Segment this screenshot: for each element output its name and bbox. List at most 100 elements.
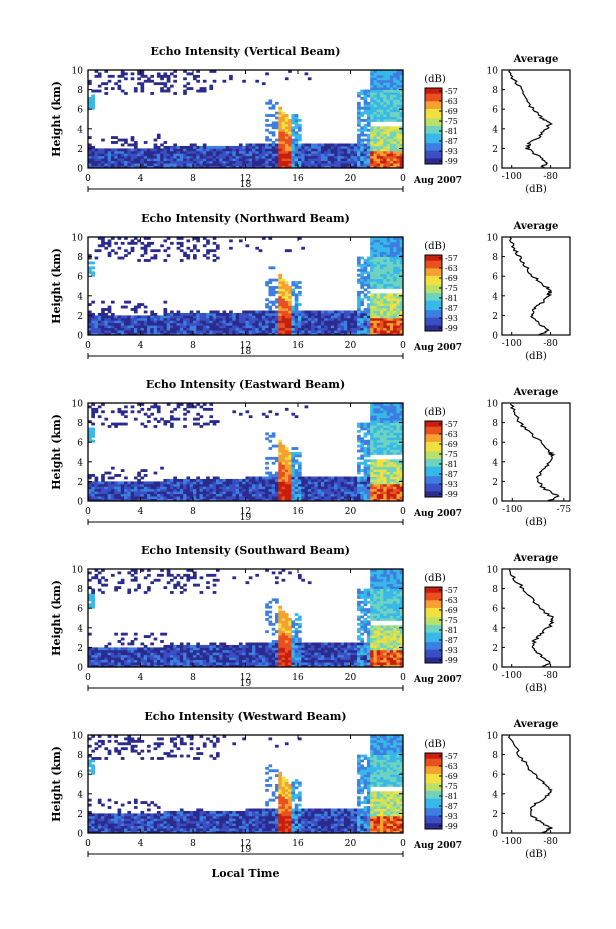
heatmap-cell <box>265 320 269 324</box>
colorbar-segment <box>425 483 442 486</box>
heatmap-cell <box>163 310 168 314</box>
heatmap-cell <box>284 119 289 122</box>
heatmap-cell <box>284 312 289 316</box>
heatmap-cell <box>261 82 266 86</box>
heatmap-cell <box>376 77 381 81</box>
heatmap-cell <box>143 317 148 321</box>
heatmap-cell <box>160 330 164 333</box>
heatmap-cell <box>357 293 361 297</box>
heatmap-cell <box>373 407 378 411</box>
heatmap-cell <box>271 474 276 477</box>
heatmap-cell <box>278 143 282 147</box>
heatmap-cell <box>143 246 148 250</box>
heatmap-cell <box>327 310 332 314</box>
heatmap-cell <box>373 415 378 419</box>
heatmap-cell <box>389 466 394 470</box>
heatmap-cell <box>370 119 374 122</box>
heatmap-cell <box>330 330 335 333</box>
heatmap-cell <box>281 320 286 324</box>
heatmap-cell <box>373 160 378 164</box>
heatmap-cell <box>186 145 191 149</box>
heatmap-cell <box>183 77 187 81</box>
heatmap-cell <box>396 116 401 120</box>
heatmap-cell <box>366 153 371 157</box>
heatmap-cell <box>193 422 197 426</box>
heatmap-cell <box>284 454 289 458</box>
heatmap-cell <box>370 99 374 103</box>
heatmap-cell <box>320 498 325 502</box>
heatmap-cell <box>284 315 289 319</box>
heatmap-cell <box>399 305 404 309</box>
heatmap-cell <box>370 322 374 326</box>
heatmap-cell <box>360 141 365 144</box>
heatmap-cell <box>248 498 253 502</box>
heatmap-cell <box>343 158 348 162</box>
heatmap-cell <box>94 327 99 331</box>
heatmap-cell <box>265 471 269 475</box>
heatmap-cell <box>222 165 227 169</box>
heatmap-cell <box>219 493 223 497</box>
heatmap-cell <box>399 249 404 253</box>
heatmap-cell <box>337 488 342 492</box>
heatmap-cell <box>193 155 197 159</box>
heatmap-cell <box>156 496 161 499</box>
heatmap-cell <box>383 84 387 88</box>
heatmap-cell <box>360 449 365 453</box>
heatmap-cell <box>88 491 92 495</box>
heatmap-cell <box>120 320 125 324</box>
y-tick-label: 8 <box>77 86 83 96</box>
heatmap-cell <box>357 136 361 139</box>
heatmap-cell <box>271 434 276 438</box>
heatmap-cell <box>153 417 158 421</box>
heatmap-cell <box>150 320 155 324</box>
heatmap-cell <box>124 330 128 333</box>
heatmap-cell <box>360 276 365 280</box>
heatmap-cell <box>343 160 348 164</box>
heatmap-cell <box>163 249 168 253</box>
heatmap-cell <box>337 330 342 333</box>
heatmap-cell <box>284 493 289 497</box>
heatmap-cell <box>209 330 214 333</box>
heatmap-cell <box>97 332 102 336</box>
heatmap-cell <box>314 160 319 164</box>
heatmap-cell <box>107 483 112 487</box>
heatmap-cell <box>396 133 401 137</box>
heatmap-cell <box>294 476 299 480</box>
heatmap-cell <box>196 488 200 492</box>
heatmap-cell <box>130 241 135 245</box>
heatmap-cell <box>104 150 109 154</box>
heatmap-cell <box>150 486 155 490</box>
x-tick-label: 0 <box>400 507 406 517</box>
heatmap-cell <box>265 322 269 326</box>
heatmap-cell <box>261 143 266 147</box>
heatmap-cell <box>376 300 381 304</box>
heatmap-cell <box>288 150 292 154</box>
avg-x-tick-label: -75 <box>557 505 572 515</box>
heatmap-cell <box>212 481 217 485</box>
heatmap-cell <box>229 148 233 152</box>
heatmap-cell <box>265 150 269 154</box>
heatmap-cell <box>186 488 191 492</box>
heatmap-cell <box>288 461 292 465</box>
heatmap-cell <box>386 155 391 159</box>
heatmap-cell <box>110 466 115 470</box>
heatmap-cell <box>389 82 394 86</box>
colorbar-segment <box>425 478 442 481</box>
heatmap-cell <box>314 476 319 480</box>
heatmap-cell <box>179 244 184 248</box>
heatmap-cell <box>124 486 128 490</box>
heatmap-cell <box>153 155 158 159</box>
heatmap-cell <box>317 493 322 497</box>
heatmap-cell <box>334 163 338 166</box>
heatmap-cell <box>110 332 115 336</box>
heatmap-cell <box>268 106 273 110</box>
heatmap-cell <box>301 246 305 250</box>
heatmap-cell <box>133 320 138 324</box>
heatmap-cell <box>275 332 279 336</box>
heatmap-cell <box>127 488 132 492</box>
heatmap-cell <box>284 466 289 470</box>
heatmap-cell <box>166 493 171 497</box>
heatmap-cell <box>186 246 191 250</box>
heatmap-cell <box>265 332 269 336</box>
heatmap-cell <box>183 150 187 154</box>
